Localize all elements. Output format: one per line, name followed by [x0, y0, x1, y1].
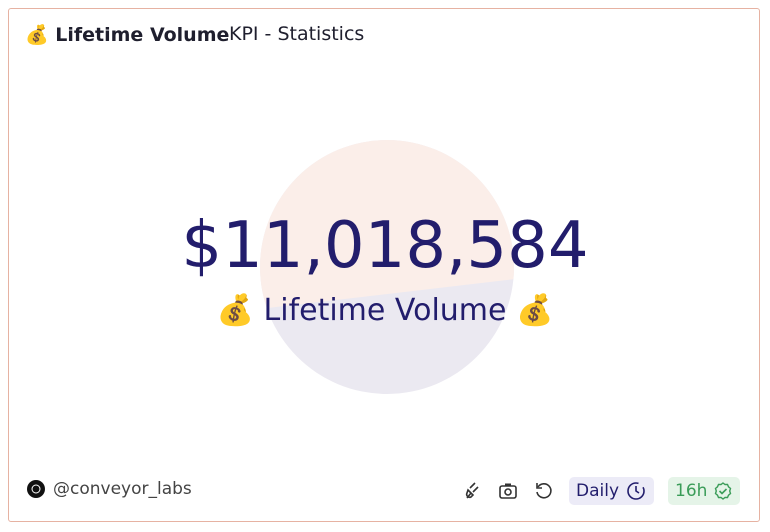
widget-title: 💰 Lifetime Volume	[25, 24, 230, 46]
counter-label: 💰 Lifetime Volume 💰	[216, 293, 554, 328]
author[interactable]: @conveyor_labs	[27, 479, 192, 499]
refresh-button[interactable]	[533, 480, 555, 502]
refresh-schedule[interactable]: Daily	[569, 477, 655, 505]
data-age[interactable]: 16h	[668, 477, 741, 505]
screenshot-button[interactable]	[497, 480, 519, 502]
author-avatar	[27, 480, 45, 498]
check-icon	[715, 482, 732, 500]
refresh-text: Daily	[576, 481, 620, 501]
toolbar: Daily 16h	[461, 477, 741, 505]
age-text: 16h	[675, 481, 708, 501]
widget-subtitle: KPI - Statistics	[229, 23, 365, 45]
background-circle	[260, 140, 514, 394]
widget-card: 💰 Lifetime Volume KPI - Statistics $11,0…	[8, 8, 760, 522]
embed-button[interactable]	[461, 480, 483, 502]
counter-value: $11,018,584	[181, 209, 589, 283]
clock-icon	[627, 482, 645, 500]
author-name[interactable]: @conveyor_labs	[53, 479, 192, 499]
